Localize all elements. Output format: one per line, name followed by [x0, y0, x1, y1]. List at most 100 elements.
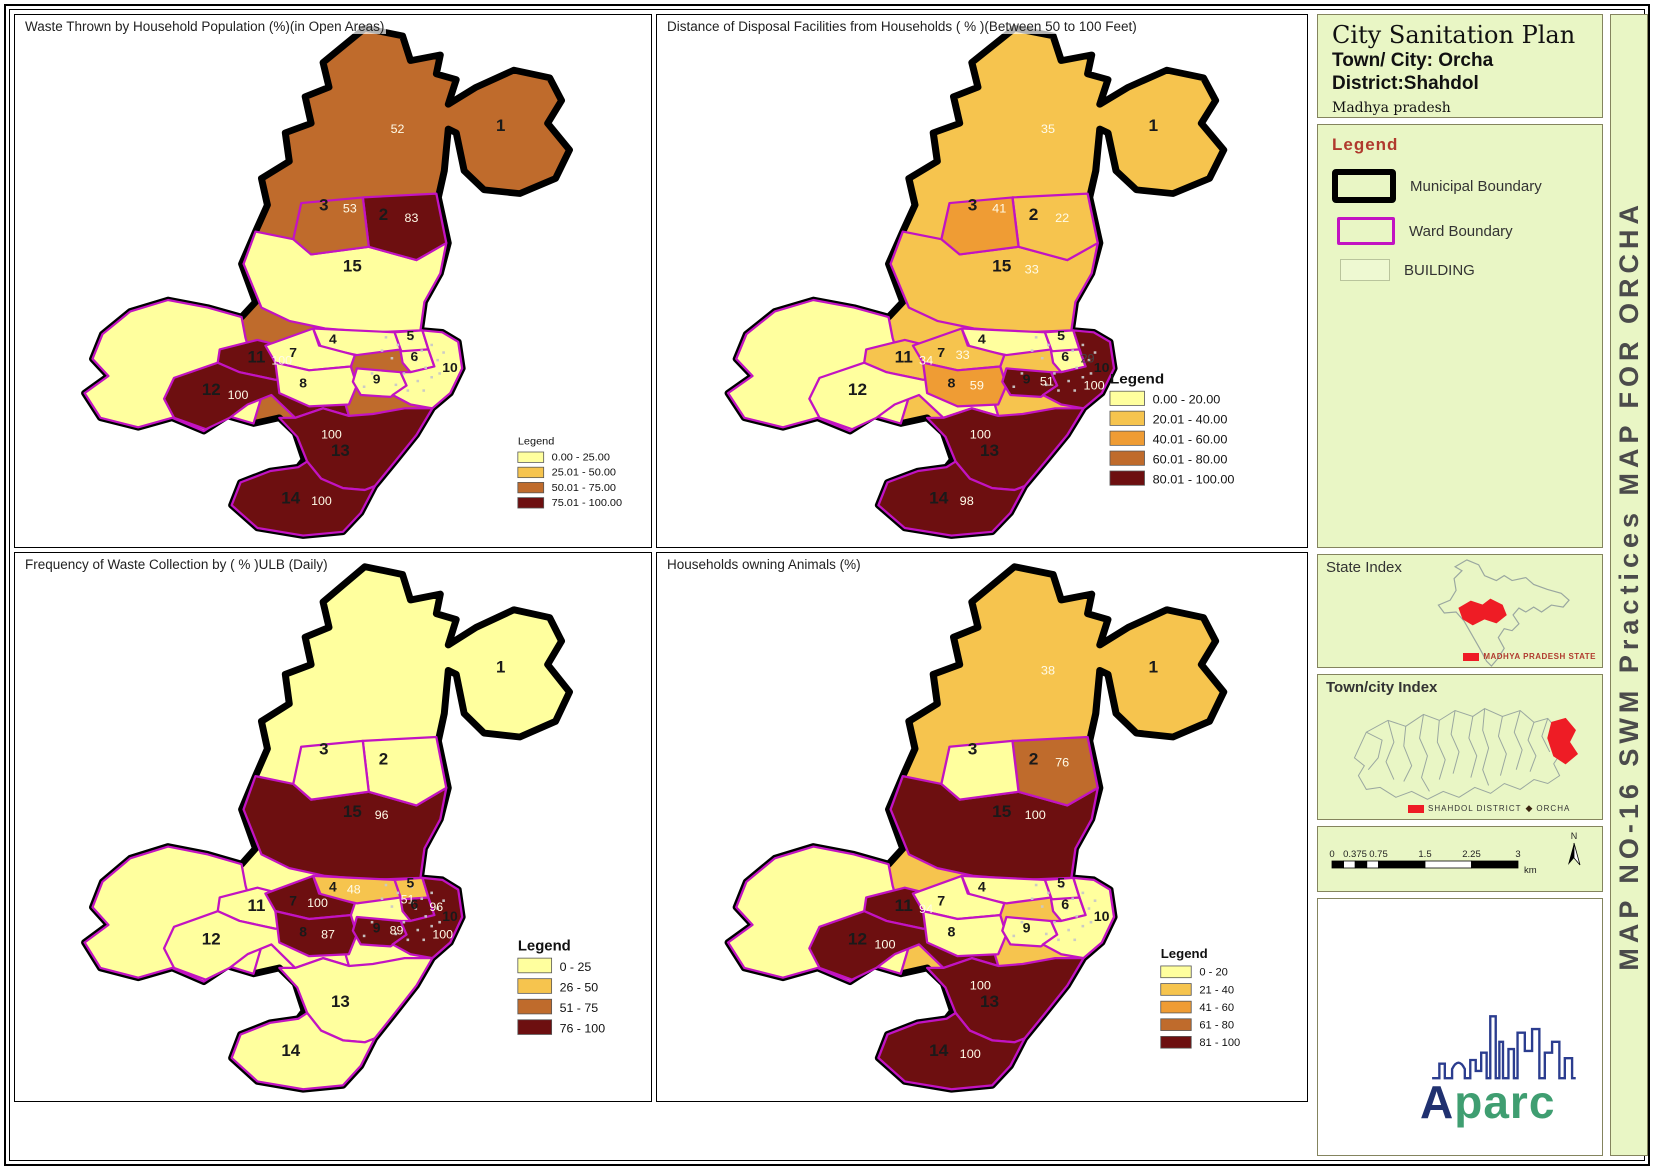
map-panel-waste-collection: 1 2 3 4 48 5 51 6 96 7 100 8 87 9 89 10 100 11 12 13 14 15 96 L… [14, 552, 652, 1102]
ward-number-3: 3 [968, 740, 978, 759]
svg-text:50.01 - 75.00: 50.01 - 75.00 [552, 482, 616, 494]
ward-number-13: 13 [980, 992, 999, 1011]
ward-number-6: 6 [411, 349, 419, 364]
ward-number-8: 8 [947, 924, 955, 940]
ward-number-8: 8 [299, 376, 307, 391]
ward-number-11: 11 [248, 896, 266, 915]
ward-number-12: 12 [202, 380, 221, 399]
ward-number-7: 7 [289, 893, 297, 908]
india-outline-map [1437, 559, 1570, 667]
ward-number-11: 11 [895, 896, 913, 915]
ward-value-12: 100 [228, 388, 249, 402]
ward-number-1: 1 [496, 116, 505, 135]
municipal-boundary-swatch [1332, 169, 1396, 203]
ward-number-2: 2 [379, 749, 388, 768]
ward-number-1: 1 [1149, 658, 1159, 677]
ward-value-13: 100 [321, 428, 342, 442]
ward-3 [292, 196, 370, 256]
ward-3 [292, 739, 370, 801]
ward-boundary-swatch [1337, 217, 1395, 245]
ward-value-9: 51 [1040, 375, 1054, 389]
svg-text:0.75: 0.75 [1369, 849, 1388, 860]
side-strip-text: MAP NO-16 SWM Practices MAP FOR ORCHA [1613, 199, 1644, 971]
ward-number-8: 8 [947, 376, 955, 390]
ward-3 [940, 739, 1020, 801]
ward-number-1: 1 [1149, 116, 1159, 134]
svg-text:81 - 100: 81 - 100 [1199, 1037, 1240, 1049]
ward-value-13: 100 [970, 428, 991, 442]
map-legend: Legend 0 - 25 26 - 50 51 - 75 76 - 100 [517, 938, 605, 1035]
ward-number-15: 15 [343, 802, 362, 821]
ward-value-15: 96 [375, 808, 389, 822]
state-index-title: State Index [1326, 559, 1402, 576]
town-index-title: Town/city Index [1326, 679, 1438, 696]
ward-8 [274, 910, 358, 958]
ward-value-9: 89 [390, 924, 404, 938]
ward-14 [230, 460, 376, 537]
ward-10 [1041, 329, 1116, 410]
ward-number-6: 6 [411, 897, 419, 912]
orcha-diamond-icon: ◆ [1525, 803, 1533, 813]
ward-value-1: 52 [391, 122, 405, 136]
svg-text:75.01 - 100.00: 75.01 - 100.00 [552, 497, 623, 509]
town-index-legend: SHAHDOL DISTRICT ◆ ORCHA [1408, 803, 1570, 814]
ward-value-13: 100 [970, 979, 991, 993]
ward-value-10: 100 [432, 928, 453, 942]
ward-value-11: 94 [919, 902, 933, 916]
ward-value-6: 96 [429, 900, 443, 914]
ward-number-13: 13 [331, 992, 350, 1011]
map-legend-title: Legend [518, 436, 555, 448]
ward-number-11: 11 [248, 348, 266, 367]
svg-text:0 - 20: 0 - 20 [1199, 967, 1228, 979]
svg-text:0: 0 [1329, 849, 1334, 860]
svg-text:3: 3 [1515, 849, 1520, 860]
ward-number-11: 11 [895, 348, 913, 366]
svg-text:41 - 60: 41 - 60 [1199, 1002, 1234, 1014]
legend-item-municipal-boundary: Municipal Boundary [1332, 169, 1602, 203]
map-title: Frequency of Waste Collection by ( % )UL… [23, 557, 330, 572]
legend-item-ward-boundary: Ward Boundary [1332, 217, 1602, 245]
ward-value-10: 100 [1084, 379, 1105, 393]
ward-3 [940, 196, 1020, 256]
ward-number-5: 5 [407, 328, 415, 343]
scale-bar-panel: 0 0.375 0.75 1.5 2.25 3 km N [1317, 826, 1603, 892]
ward-value-14: 100 [311, 494, 332, 508]
ward-value-2: 83 [405, 211, 419, 225]
logo-wordmark: Aparc [1420, 1076, 1556, 1128]
ward-value-14: 100 [960, 1047, 981, 1061]
ward-number-5: 5 [1057, 875, 1065, 891]
ward-number-14: 14 [929, 489, 949, 507]
ward-value-14: 98 [960, 495, 974, 509]
map-title: Distance of Disposal Facilities from Hou… [665, 19, 1139, 34]
ward-value-7: 33 [956, 348, 970, 362]
state-index-panel: State Index MADHYA PRADESH STATE [1317, 554, 1603, 668]
svg-text:0.00 - 25.00: 0.00 - 25.00 [552, 452, 610, 464]
map-legend-title: Legend [518, 938, 571, 954]
ward-number-2: 2 [379, 206, 388, 225]
building-dots [362, 336, 445, 392]
ward-8 [274, 361, 358, 408]
state-label: Madhya pradesh [1332, 100, 1451, 116]
ward-value-4: 48 [347, 883, 361, 897]
ward-polygons [83, 735, 464, 1091]
ward-number-5: 5 [407, 876, 415, 891]
ward-number-13: 13 [331, 441, 350, 460]
ward-number-7: 7 [937, 893, 945, 909]
ward-number-9: 9 [373, 372, 381, 387]
building-dots [1012, 336, 1097, 392]
ward-8 [921, 361, 1008, 408]
svg-text:40.01 - 60.00: 40.01 - 60.00 [1153, 433, 1228, 447]
ward-polygons [726, 192, 1116, 537]
ward-number-4: 4 [978, 879, 986, 895]
ward-number-10: 10 [1094, 908, 1110, 924]
svg-text:0 - 25: 0 - 25 [560, 960, 592, 974]
ward-number-9: 9 [1023, 920, 1031, 936]
svg-text:51 - 75: 51 - 75 [560, 1001, 599, 1015]
ward-number-13: 13 [980, 441, 999, 459]
ward-number-10: 10 [442, 360, 457, 375]
ward-number-15: 15 [992, 802, 1011, 821]
